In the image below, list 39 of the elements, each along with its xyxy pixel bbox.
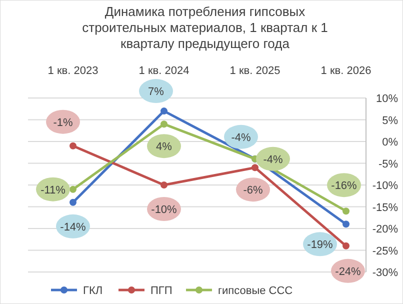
x-tick-label: 1 кв. 2024 xyxy=(138,65,190,77)
y-tick-label: -15% xyxy=(372,202,398,214)
data-label: -4% xyxy=(231,132,251,144)
data-label: -11% xyxy=(40,184,66,196)
data-label: -6% xyxy=(243,184,263,197)
data-label: -1% xyxy=(53,116,73,129)
y-tick-label: -30% xyxy=(372,267,398,279)
y-tick-label: 0% xyxy=(382,136,398,148)
x-tick-label: 1 кв. 2023 xyxy=(48,65,98,77)
x-tick-label: 1 кв. 2025 xyxy=(230,65,280,77)
point xyxy=(160,108,168,115)
legend-label: ПГП xyxy=(150,285,172,297)
point xyxy=(70,142,76,150)
point xyxy=(70,198,76,206)
legend-label: ГКЛ xyxy=(83,285,103,297)
data-label: -24% xyxy=(335,266,362,278)
point xyxy=(160,182,168,188)
point xyxy=(342,220,350,228)
y-tick-label: -20% xyxy=(372,224,398,236)
y-tick-label: 5% xyxy=(382,114,398,127)
point xyxy=(160,120,168,128)
point xyxy=(342,242,350,250)
data-label: 4% xyxy=(156,141,172,154)
data-label: -4% xyxy=(263,154,283,166)
y-tick-label: -5% xyxy=(378,158,398,170)
point xyxy=(70,186,76,193)
x-tick-label: 1 кв. 2026 xyxy=(320,65,372,77)
legend-label: гипсовые ССС xyxy=(218,285,293,297)
y-tick-label: -25% xyxy=(372,245,398,258)
data-label: -10% xyxy=(151,204,178,216)
data-label: -14% xyxy=(60,221,86,234)
chart-title: Динамика потребления гипсовых строительных материалов, 1 квартал к 1 кварталу предыдущего года xyxy=(82,4,328,51)
data-label: 7% xyxy=(148,86,164,98)
data-label: -19% xyxy=(307,239,334,252)
y-tick-label: -10% xyxy=(372,180,398,192)
y-tick-label: 10% xyxy=(376,93,398,105)
data-label: -16% xyxy=(331,180,358,192)
point xyxy=(252,164,258,172)
point xyxy=(342,208,350,215)
